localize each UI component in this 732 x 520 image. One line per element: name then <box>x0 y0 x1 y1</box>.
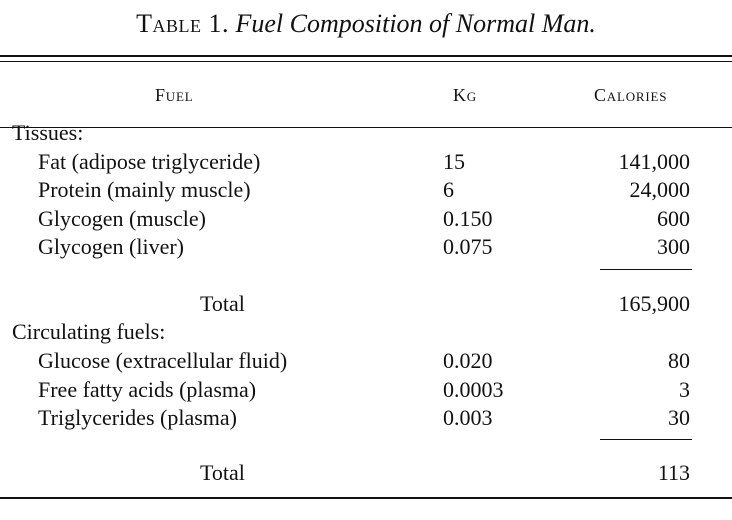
table-number: Table 1. <box>136 9 229 38</box>
section-heading-row: Circulating fuels: <box>0 319 732 345</box>
total-label: Total <box>200 460 245 485</box>
column-header-fuel: Fuel <box>155 85 194 105</box>
kg-cell: 0.003 <box>443 405 493 430</box>
calories-cell: 80 <box>668 348 690 373</box>
calories-cell: 300 <box>657 234 690 259</box>
top-rule-thin <box>0 61 732 62</box>
fuel-cell: Triglycerides (plasma) <box>38 405 237 430</box>
kg-cell: 15 <box>443 149 465 174</box>
table-caption: Table 1. Fuel Composition of Normal Man. <box>0 6 732 42</box>
kg-cell: 0.0003 <box>443 377 504 402</box>
section-heading-tissues: Tissues: <box>12 120 84 145</box>
kg-cell: 6 <box>443 177 454 202</box>
subtotal-rule <box>600 439 692 440</box>
calories-cell: 141,000 <box>618 149 691 174</box>
column-header-kg: Kg <box>453 85 477 105</box>
fuel-cell: Glycogen (muscle) <box>38 206 206 231</box>
total-calories: 165,900 <box>618 291 691 316</box>
calories-cell: 30 <box>668 405 690 430</box>
calories-cell: 24,000 <box>629 177 691 202</box>
table-row: Triglycerides (plasma) 0.003 30 <box>0 405 732 431</box>
table-row: Glycogen (liver) 0.075 300 <box>0 234 732 260</box>
kg-cell: 0.075 <box>443 234 493 259</box>
section-heading-circulating: Circulating fuels: <box>12 319 166 344</box>
fuel-cell: Fat (adipose triglyceride) <box>38 149 261 174</box>
header-rule <box>0 127 732 128</box>
column-header-calories: Calories <box>594 85 668 105</box>
fuel-cell: Protein (mainly muscle) <box>38 177 251 202</box>
section-heading-row: Tissues: <box>0 120 732 146</box>
table-row: Free fatty acids (plasma) 0.0003 3 <box>0 377 732 403</box>
calories-cell: 600 <box>657 206 690 231</box>
total-row: Total 165,900 <box>0 291 732 317</box>
table-row: Protein (mainly muscle) 6 24,000 <box>0 177 732 203</box>
bottom-rule <box>0 497 732 499</box>
fuel-cell: Glycogen (liver) <box>38 234 184 259</box>
fuel-cell: Glucose (extracellular fluid) <box>38 348 288 373</box>
subtotal-rule <box>600 269 692 270</box>
kg-cell: 0.150 <box>443 206 493 231</box>
fuel-cell: Free fatty acids (plasma) <box>38 377 257 402</box>
table-row: Glycogen (muscle) 0.150 600 <box>0 206 732 232</box>
total-calories: 113 <box>657 460 690 485</box>
top-rule-thick <box>0 55 732 57</box>
table-title: Fuel Composition of Normal Man. <box>235 9 596 38</box>
total-label: Total <box>200 291 245 316</box>
table-row: Fat (adipose triglyceride) 15 141,000 <box>0 149 732 175</box>
table-row: Glucose (extracellular fluid) 0.020 80 <box>0 348 732 374</box>
calories-cell: 3 <box>679 377 690 402</box>
kg-cell: 0.020 <box>443 348 493 373</box>
total-row: Total 113 <box>0 460 732 486</box>
